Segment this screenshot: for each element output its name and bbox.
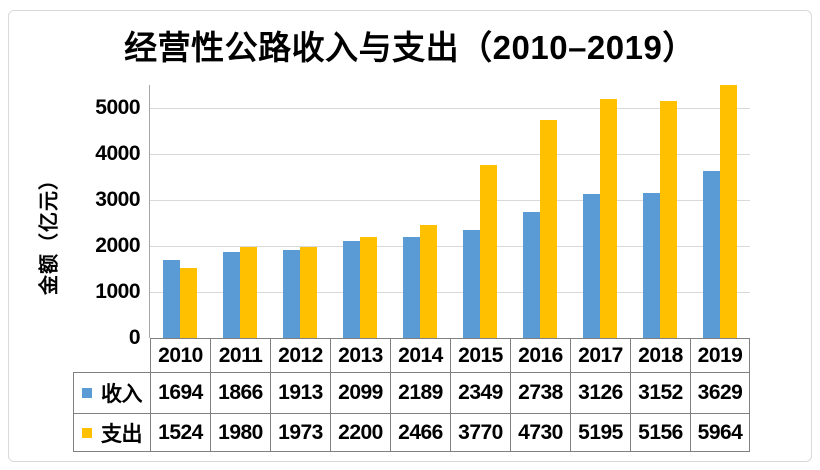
x-axis-label-2015: 2015 xyxy=(450,338,510,372)
bar-expense-2012 xyxy=(300,247,317,338)
x-axis-label-2012: 2012 xyxy=(270,338,330,372)
value-income-2019: 3629 xyxy=(690,372,750,413)
x-axis-label-2013: 2013 xyxy=(330,338,390,372)
bar-income-2012 xyxy=(283,250,300,338)
legend-swatch-expense xyxy=(82,427,92,438)
value-expense-2013: 2200 xyxy=(330,413,390,452)
x-axis-label-2011: 2011 xyxy=(210,338,270,372)
value-income-2017: 3126 xyxy=(570,372,630,413)
bar-group-2014 xyxy=(390,85,450,338)
bar-expense-2016 xyxy=(540,120,557,338)
value-income-2011: 1866 xyxy=(210,372,270,413)
bar-income-2018 xyxy=(643,193,660,338)
bar-expense-2015 xyxy=(480,165,497,338)
bar-series-container xyxy=(150,85,750,338)
legend-swatch-income xyxy=(82,388,92,398)
value-income-2015: 2349 xyxy=(450,372,510,413)
gridline-2000 xyxy=(150,246,750,247)
value-income-2014: 2189 xyxy=(390,372,450,413)
bar-income-2013 xyxy=(343,241,360,338)
legend-label-expense: 支出 xyxy=(73,413,150,452)
bar-group-2017 xyxy=(570,85,630,338)
value-expense-2016: 4730 xyxy=(510,413,570,452)
value-expense-2018: 5156 xyxy=(630,413,690,452)
data-table: 2010 2011 2012 2013 2014 2015 2016 2017 2018 2019… xyxy=(73,338,750,452)
x-axis-label-2010: 2010 xyxy=(150,338,210,372)
value-income-2018: 3152 xyxy=(630,372,690,413)
bar-expense-2010 xyxy=(180,268,197,338)
gridline-3000 xyxy=(150,200,750,201)
bar-group-2013 xyxy=(330,85,390,338)
bar-group-2010 xyxy=(150,85,210,338)
series-name-income: 收入 xyxy=(101,383,143,406)
value-expense-2014: 2466 xyxy=(390,413,450,452)
x-axis-label-2018: 2018 xyxy=(630,338,690,372)
bar-income-2015 xyxy=(463,230,480,338)
plot-area xyxy=(150,85,750,338)
bar-income-2019 xyxy=(703,171,720,338)
bar-expense-2018 xyxy=(660,101,677,338)
bar-group-2016 xyxy=(510,85,570,338)
y-axis-title: 金额（亿元） xyxy=(38,169,61,295)
bar-group-2019 xyxy=(690,85,750,338)
bar-expense-2013 xyxy=(360,237,377,338)
value-expense-2019: 5964 xyxy=(690,413,750,452)
value-expense-2012: 1973 xyxy=(270,413,330,452)
bar-group-2018 xyxy=(630,85,690,338)
value-expense-2011: 1980 xyxy=(210,413,270,452)
value-income-2016: 2738 xyxy=(510,372,570,413)
value-income-2010: 1694 xyxy=(150,372,210,413)
bar-expense-2017 xyxy=(600,99,617,338)
bar-expense-2011 xyxy=(240,247,257,338)
x-axis-label-2016: 2016 xyxy=(510,338,570,372)
bar-income-2010 xyxy=(163,260,180,338)
bar-income-2017 xyxy=(583,194,600,338)
value-expense-2015: 3770 xyxy=(450,413,510,452)
bar-group-2011 xyxy=(210,85,270,338)
bar-expense-2014 xyxy=(420,225,437,338)
gridline-1000 xyxy=(150,292,750,293)
value-expense-2010: 1524 xyxy=(150,413,210,452)
gridline-5000 xyxy=(150,108,750,109)
gridline-4000 xyxy=(150,154,750,155)
bar-group-2015 xyxy=(450,85,510,338)
x-axis-label-2019: 2019 xyxy=(690,338,750,372)
value-expense-2017: 5195 xyxy=(570,413,630,452)
x-axis-label-2017: 2017 xyxy=(570,338,630,372)
x-axis-label-2014: 2014 xyxy=(390,338,450,372)
chart-title: 经营性公路收入与支出（2010–2019） xyxy=(124,29,696,66)
bar-group-2012 xyxy=(270,85,330,338)
table-corner-cell xyxy=(73,338,150,372)
legend-label-income: 收入 xyxy=(73,372,150,413)
chart-frame xyxy=(8,10,812,462)
bar-income-2011 xyxy=(223,252,240,338)
value-income-2012: 1913 xyxy=(270,372,330,413)
series-name-expense: 支出 xyxy=(101,422,143,446)
bar-expense-2019 xyxy=(720,85,737,338)
bar-income-2016 xyxy=(523,212,540,338)
value-income-2013: 2099 xyxy=(330,372,390,413)
y-axis-line xyxy=(148,85,150,338)
bar-income-2014 xyxy=(403,237,420,338)
